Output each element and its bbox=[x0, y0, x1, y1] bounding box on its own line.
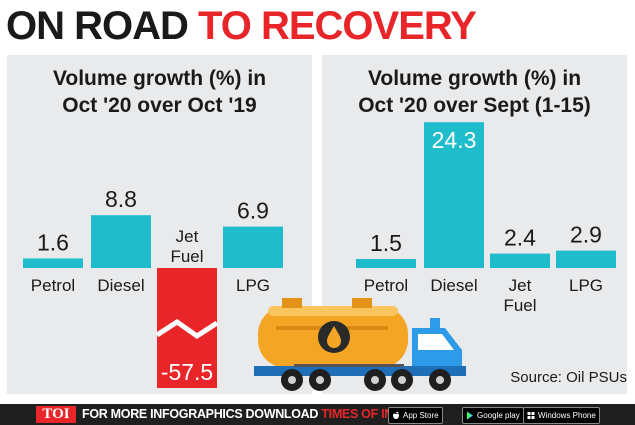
category-label-left-jet-fuel-1: Jet bbox=[176, 227, 199, 246]
bar-right-diesel bbox=[424, 122, 484, 268]
category-label-left-jet-fuel-2: Fuel bbox=[170, 247, 203, 266]
headline: ON ROAD TO RECOVERY bbox=[6, 4, 477, 48]
chart-marks: 1.6Petrol8.8Diesel-57.5JetFuel6.9LPG1.5P… bbox=[23, 122, 616, 388]
app-store-label: App Store bbox=[403, 411, 439, 420]
category-label-left-petrol: Petrol bbox=[31, 276, 75, 295]
chart-title-right-line2: Oct '20 over Sept (1-15) bbox=[358, 94, 591, 117]
value-label-right-petrol: 1.5 bbox=[370, 230, 402, 256]
value-label-left-diesel: 8.8 bbox=[105, 186, 137, 212]
app-store-badge[interactable]: App Store bbox=[388, 407, 443, 424]
value-label-left-petrol: 1.6 bbox=[37, 229, 69, 255]
category-label-right-lpg: LPG bbox=[569, 276, 603, 295]
google-play-badge[interactable]: Google play bbox=[462, 407, 524, 424]
chart-title-right: Volume growth (%) in Oct '20 over Sept (… bbox=[322, 65, 627, 119]
value-label-right-diesel: 24.3 bbox=[432, 127, 477, 153]
footer-promo-text: FOR MORE INFOGRAPHICS DOWNLOAD bbox=[82, 407, 322, 421]
bar-left-petrol bbox=[23, 258, 83, 268]
headline-part2: TO RECOVERY bbox=[198, 4, 477, 48]
category-label-right-jet-fuel-2: Fuel bbox=[503, 296, 536, 315]
headline-part1: ON ROAD bbox=[6, 4, 189, 48]
category-label-right-petrol: Petrol bbox=[364, 276, 408, 295]
bar-right-jet-fuel bbox=[490, 253, 550, 268]
bar-left-lpg bbox=[223, 226, 283, 268]
value-label-right-lpg: 2.9 bbox=[570, 222, 602, 248]
apple-icon bbox=[393, 411, 399, 419]
footer-bar: TOI FOR MORE INFOGRAPHICS DOWNLOAD TIMES… bbox=[0, 404, 635, 425]
axis-break-left bbox=[155, 318, 219, 340]
chart-title-left-line2: Oct '20 over Oct '19 bbox=[62, 94, 257, 117]
toi-logo: TOI bbox=[36, 406, 76, 423]
bar-right-lpg bbox=[556, 250, 616, 268]
category-label-left-diesel: Diesel bbox=[97, 276, 144, 295]
google-play-icon bbox=[467, 411, 473, 420]
windows-phone-badge[interactable]: Windows Phone bbox=[523, 407, 600, 424]
category-label-right-jet-fuel-1: Jet bbox=[509, 276, 532, 295]
windows-phone-label: Windows Phone bbox=[538, 411, 596, 420]
chart-title-right-line1: Volume growth (%) in bbox=[367, 67, 582, 90]
chart-title-left-line1: Volume growth (%) in bbox=[52, 67, 267, 90]
value-label-left-lpg: 6.9 bbox=[237, 198, 269, 224]
category-label-left-lpg: LPG bbox=[236, 276, 270, 295]
google-play-label: Google play bbox=[477, 411, 520, 420]
value-label-left-jet-fuel: -57.5 bbox=[161, 359, 213, 385]
category-label-right-diesel: Diesel bbox=[430, 276, 477, 295]
bar-right-petrol bbox=[356, 259, 416, 268]
source-note: Source: Oil PSUs bbox=[510, 369, 627, 386]
bar-left-diesel bbox=[91, 215, 151, 268]
windows-icon bbox=[527, 412, 535, 419]
footer-promo: FOR MORE INFOGRAPHICS DOWNLOAD TIMES OF … bbox=[82, 406, 441, 423]
value-label-right-jet-fuel: 2.4 bbox=[504, 225, 536, 251]
chart-title-left: Volume growth (%) in Oct '20 over Oct '1… bbox=[7, 65, 312, 119]
tanker-truck-illustration bbox=[254, 298, 466, 391]
